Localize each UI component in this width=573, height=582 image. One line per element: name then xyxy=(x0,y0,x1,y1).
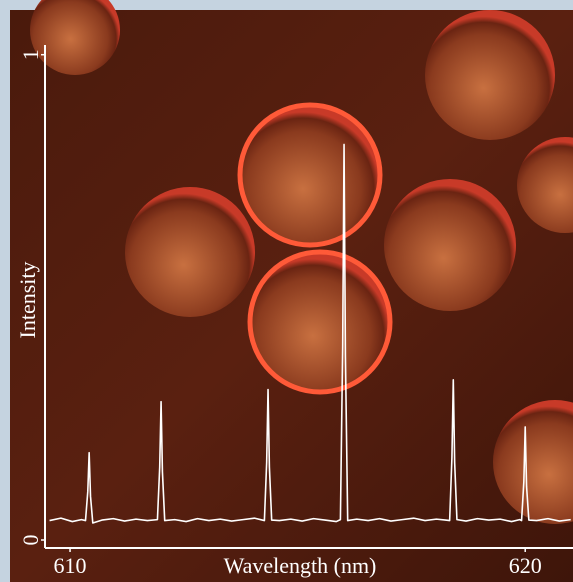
x-tick-label: 620 xyxy=(509,553,542,578)
x-tick-label: 610 xyxy=(54,553,87,578)
chart: Wavelength (nm) Intensity 610 620 0 1 xyxy=(0,0,573,582)
y-tick-label: 0 xyxy=(18,534,43,545)
x-axis-label: Wavelength (nm) xyxy=(224,553,377,578)
y-axis-label: Intensity xyxy=(15,262,40,339)
y-tick-label: 1 xyxy=(18,49,43,60)
